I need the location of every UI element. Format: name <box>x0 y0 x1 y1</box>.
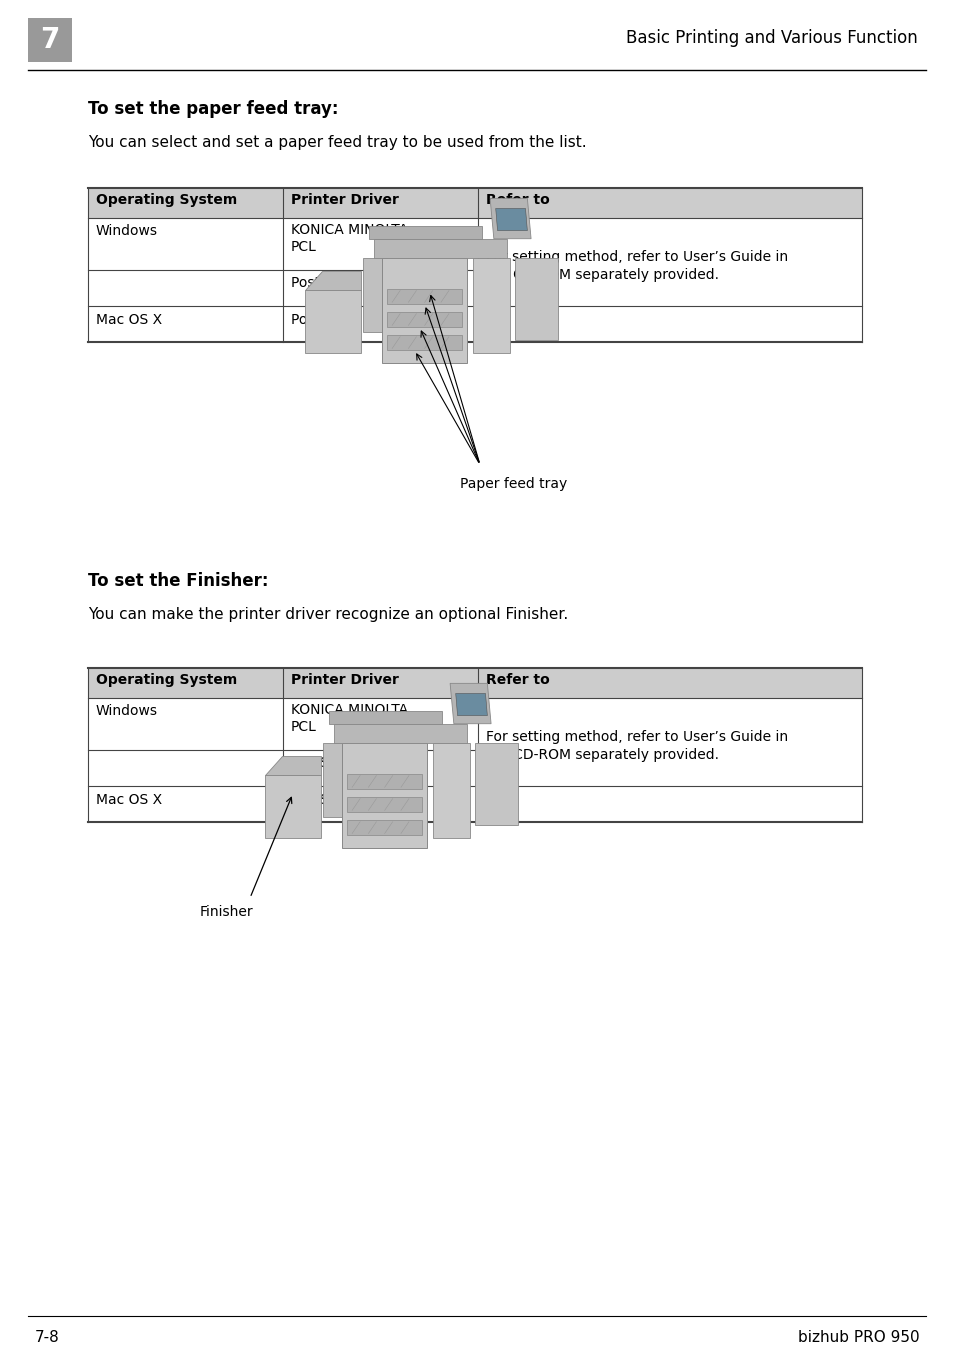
Bar <box>347 773 422 790</box>
Bar <box>88 188 862 218</box>
Text: Basic Printing and Various Function: Basic Printing and Various Function <box>625 28 917 47</box>
Bar <box>363 258 387 331</box>
Bar <box>475 744 517 825</box>
Text: KONICA MINOLTA
PCL: KONICA MINOLTA PCL <box>291 703 408 734</box>
Bar <box>387 312 462 327</box>
Polygon shape <box>490 199 531 239</box>
Text: Printer Driver: Printer Driver <box>291 193 398 207</box>
Bar <box>387 335 462 350</box>
Polygon shape <box>450 683 491 723</box>
Text: To set the paper feed tray:: To set the paper feed tray: <box>88 100 338 118</box>
Bar <box>342 744 427 848</box>
Polygon shape <box>496 208 527 231</box>
Bar <box>28 18 71 62</box>
Text: Finisher: Finisher <box>200 904 253 919</box>
Bar <box>88 270 862 306</box>
Polygon shape <box>456 694 487 715</box>
Bar <box>347 796 422 813</box>
Bar <box>329 711 441 723</box>
Bar <box>472 258 509 353</box>
Bar <box>515 258 558 339</box>
Bar <box>88 306 862 342</box>
Text: 7: 7 <box>40 26 60 54</box>
Polygon shape <box>265 756 320 775</box>
Text: Operating System: Operating System <box>96 193 237 207</box>
Text: Paper feed tray: Paper feed tray <box>459 477 567 491</box>
Bar <box>88 786 862 822</box>
Text: Printer Driver: Printer Driver <box>291 673 398 687</box>
Text: Windows: Windows <box>96 704 158 718</box>
Bar <box>323 744 347 817</box>
Bar <box>305 289 360 353</box>
Text: Mac OS X: Mac OS X <box>96 314 162 327</box>
Bar <box>374 239 507 258</box>
Text: For setting method, refer to User’s Guide in
the CD-ROM separately provided.: For setting method, refer to User’s Guid… <box>485 250 787 283</box>
Text: Refer to: Refer to <box>485 673 549 687</box>
Bar <box>432 744 469 838</box>
Text: 7-8: 7-8 <box>35 1330 60 1345</box>
Polygon shape <box>305 270 360 289</box>
Text: KONICA MINOLTA
PCL: KONICA MINOLTA PCL <box>291 223 408 254</box>
Text: For setting method, refer to User’s Guide in
the CD-ROM separately provided.: For setting method, refer to User’s Guid… <box>485 730 787 763</box>
Text: To set the Finisher:: To set the Finisher: <box>88 572 268 589</box>
Bar <box>334 723 467 744</box>
Text: Operating System: Operating System <box>96 673 237 687</box>
Text: PostScript PPD: PostScript PPD <box>291 314 392 327</box>
Bar <box>387 288 462 304</box>
Bar <box>265 775 320 838</box>
Text: bizhub PRO 950: bizhub PRO 950 <box>798 1330 919 1345</box>
Text: Windows: Windows <box>96 224 158 238</box>
Text: PostScript PPD: PostScript PPD <box>291 756 392 771</box>
Bar <box>88 668 862 698</box>
Text: You can select and set a paper feed tray to be used from the list.: You can select and set a paper feed tray… <box>88 135 586 150</box>
Bar <box>88 218 862 270</box>
Bar <box>382 258 467 364</box>
Text: PostScript PPD: PostScript PPD <box>291 794 392 807</box>
Bar <box>347 819 422 836</box>
Bar <box>88 750 862 786</box>
Text: PostScript PPD: PostScript PPD <box>291 276 392 289</box>
Bar <box>369 226 481 239</box>
Bar <box>88 698 862 750</box>
Text: Mac OS X: Mac OS X <box>96 794 162 807</box>
Text: You can make the printer driver recognize an optional Finisher.: You can make the printer driver recogniz… <box>88 607 568 622</box>
Text: Refer to: Refer to <box>485 193 549 207</box>
